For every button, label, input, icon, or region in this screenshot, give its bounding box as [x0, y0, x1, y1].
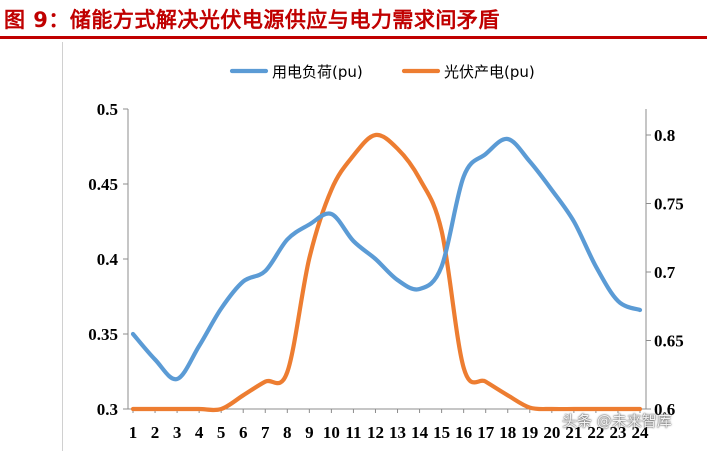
x-tick-label: 1: [129, 423, 138, 442]
y-right-tick-label: 0.65: [654, 332, 684, 351]
x-tick-label: 24: [632, 423, 650, 442]
y-right-tick-label: 0.8: [654, 126, 675, 145]
title-underline: [0, 36, 707, 39]
x-tick-label: 17: [477, 423, 495, 442]
x-tick-label: 5: [217, 423, 226, 442]
x-tick-label: 11: [345, 423, 361, 442]
x-tick-label: 18: [499, 423, 516, 442]
y-left-tick-label: 0.5: [97, 100, 118, 119]
x-tick-label: 2: [151, 423, 160, 442]
y-right-tick-label: 0.75: [654, 195, 684, 214]
x-tick-label: 9: [305, 423, 314, 442]
y-right-tick-label: 0.6: [654, 400, 675, 419]
chart-axes: 0.30.350.40.450.50.60.650.70.750.81 2 3 4 5 6…: [88, 100, 684, 442]
y-left-tick-label: 0.4: [97, 250, 119, 269]
x-tick-label: 6: [239, 423, 248, 442]
watermark: 头条 @未来智库: [562, 412, 672, 430]
x-tick-label: 3: [173, 423, 182, 442]
series-line-pv: [130, 132, 643, 413]
x-tick-label: 15: [433, 423, 450, 442]
series-line-load: [130, 136, 643, 382]
x-tick-label: 7: [261, 423, 270, 442]
x-tick-label: 10: [323, 423, 340, 442]
x-tick-label: 21: [565, 423, 582, 442]
y-left-tick-label: 0.35: [88, 325, 118, 344]
chart-legend: 用电负荷(pu) 光伏产电(pu): [229, 63, 535, 81]
x-tick-label: 19: [521, 423, 538, 442]
legend-label: 用电负荷(pu): [272, 63, 363, 81]
x-tick-label: 14: [411, 423, 429, 442]
x-tick-label: 16: [455, 423, 472, 442]
x-tick-label: 22: [587, 423, 604, 442]
legend-label: 光伏产电(pu): [444, 63, 535, 81]
chart-frame: [62, 42, 707, 451]
x-tick-label: 20: [543, 423, 560, 442]
chart-series: [130, 132, 643, 413]
figure-title: 图 9：储能方式解决光伏电源供应与电力需求间矛盾: [4, 8, 500, 32]
y-right-tick-label: 0.7: [654, 263, 676, 282]
x-tick-label: 12: [367, 423, 384, 442]
y-left-tick-label: 0.45: [88, 175, 118, 194]
x-tick-label: 13: [389, 423, 406, 442]
x-tick-label: 8: [283, 423, 292, 442]
y-left-tick-label: 0.3: [97, 400, 118, 419]
x-tick-label: 4: [195, 423, 204, 442]
x-tick-label: 23: [609, 423, 626, 442]
